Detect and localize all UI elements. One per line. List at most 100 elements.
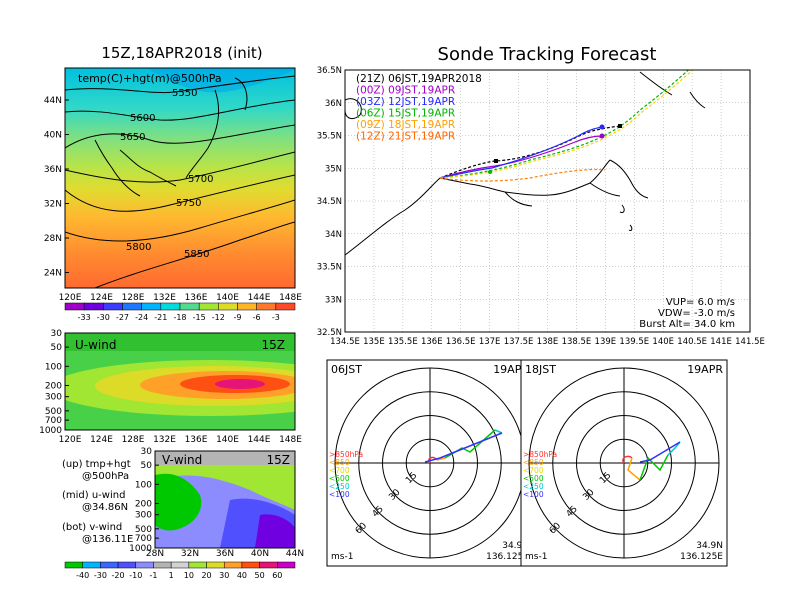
map-lon-tick-label: 132E <box>153 293 176 303</box>
panel-legend-line: @500hPa <box>82 471 129 482</box>
v-wind-pressure-tick-label: 50 <box>141 461 153 471</box>
map-lat-tick-label: 24N <box>44 269 62 279</box>
wind-colorbar-label: 10 <box>184 571 194 580</box>
temp-colorbar: -33 -30 -27 -24 -21 -18 -15 -12 -9 -6 -3 <box>64 302 296 322</box>
tracking-lon-tick-label: 138.5E <box>562 337 592 347</box>
tracking-legend-entry: (09Z) 18JST,19APR <box>356 119 455 131</box>
tracking-lat-tick-label: 34N <box>325 230 342 240</box>
panel-legend: (up) tmp+hgt@500hPa (mid) u-wind@34.86N (b… <box>62 459 133 545</box>
track-start <box>488 170 492 174</box>
v-wind-lat-tick-label: 44N <box>286 549 304 559</box>
hodograph-legend-entry: <250 <box>523 482 544 491</box>
wind-colorbar-label: -30 <box>94 571 107 580</box>
tracking-lat-tick-label: 33N <box>325 295 342 305</box>
u-wind-top-band <box>65 333 295 351</box>
map-lat-tick-label: 28N <box>44 234 62 244</box>
tracking-map: (21Z) 06JST,19APR2018(00Z) 09JST,19APR(0… <box>317 66 765 347</box>
tracking-lat-tick-label: 36N <box>325 99 342 109</box>
hodograph-date: 19APR <box>493 363 529 376</box>
wind-colorbar-swatch <box>82 561 101 569</box>
wind-colorbar-label: -20 <box>112 571 125 580</box>
tracking-legend-entry: (03Z) 12JST,19APR <box>356 96 455 108</box>
panel-legend-line: @34.86N <box>82 502 128 513</box>
hodograph-time: 06JST <box>331 363 362 376</box>
hodograph-lat: 34.9N <box>696 541 723 551</box>
hodograph-trace <box>639 441 681 463</box>
u-wind-pressure-tick-label: 500 <box>45 407 62 417</box>
temp-colorbar-swatch <box>275 302 296 311</box>
wind-colorbar-label: -40 <box>76 571 89 580</box>
wind-colorbar-label: 60 <box>272 571 282 580</box>
wind-colorbar-label: 20 <box>201 571 211 580</box>
cold-pool-area <box>150 68 295 93</box>
tracking-legend-entry: (06Z) 15JST,19APR <box>356 108 455 120</box>
hodograph-legend-entry: <250 <box>329 482 350 491</box>
hodograph-legend-entry: <500 <box>329 474 350 483</box>
tracking-lat-tick-label: 34.5N <box>317 197 342 207</box>
hodograph-unit: ms-1 <box>525 552 547 562</box>
temp-colorbar-label: -21 <box>154 313 167 322</box>
map-500hpa: temp(C)+hgt(m)@500hPa 5550 5600 5650 570… <box>44 67 303 303</box>
contour-5550 <box>65 75 295 94</box>
map-lat-tick-label: 32N <box>44 200 62 210</box>
temp-colorbar-label: -24 <box>135 313 148 322</box>
hodograph-trace <box>494 429 503 434</box>
contour-label-5550: 5550 <box>172 88 197 99</box>
v-wind-pressure-tick-label: 30 <box>141 447 153 457</box>
temp-colorbar-swatch <box>141 302 162 311</box>
param-vup: VUP= 6.0 m/s <box>666 297 735 308</box>
coastline <box>94 77 248 197</box>
u-wind-lon-tick-label: 124E <box>90 435 113 445</box>
wind-colorbar-swatch <box>64 561 83 569</box>
v-wind-pressure-tick-label: 500 <box>135 525 152 535</box>
u-wind-lon-tick-label: 140E <box>216 435 239 445</box>
v-wind-lat-tick-label: 32N <box>181 549 199 559</box>
map-lon-tick-label: 128E <box>122 293 145 303</box>
u-wind-lon-tick-label: 148E <box>279 435 302 445</box>
tracking-lon-tick-label: 140.5E <box>677 337 707 347</box>
u-wind-lon-tick-label: 132E <box>153 435 176 445</box>
tracking-lon-tick-label: 135.5E <box>388 337 418 347</box>
tracking-lon-tick-label: 138E <box>537 337 559 347</box>
contour-5600 <box>65 99 295 121</box>
u-wind-pressure-tick-label: 200 <box>45 381 62 391</box>
contour-label-5700: 5700 <box>188 174 213 185</box>
map-lon-ticks: 120E 124E 128E 132E 136E 140E 144E 148E <box>59 293 303 303</box>
map-lon-tick-label: 120E <box>59 293 82 303</box>
temp-colorbar-swatch <box>103 302 123 311</box>
v-wind-band-4 <box>255 514 295 548</box>
v-wind-pressure-tick-label: 700 <box>135 534 152 544</box>
map-lat-ticks: 44N 40N 36N 32N 28N 24N <box>44 96 69 279</box>
hodograph-legend-entry: <100 <box>523 490 544 499</box>
hodograph-trace <box>424 432 503 463</box>
tracking-lat-tick-label: 35.5N <box>317 132 342 142</box>
hodograph-unit: ms-1 <box>331 552 353 562</box>
u-wind-pressure-tick-label: 50 <box>51 343 63 353</box>
wind-colorbar-swatch <box>241 561 260 569</box>
temp-colorbar-label: -27 <box>116 313 129 322</box>
japan-coastline <box>345 71 706 256</box>
track-marker-21z <box>494 159 498 163</box>
u-wind-lon-ticks: 120E 124E 128E 132E 136E 140E 144E 148E <box>59 435 303 445</box>
track-12z <box>439 168 606 182</box>
u-wind-pressure-tick-label: 100 <box>45 362 62 372</box>
temp-colorbar-label: -3 <box>272 313 280 322</box>
temp-colorbar-swatch <box>179 302 200 311</box>
u-wind-label: U-wind <box>75 338 116 352</box>
hodograph-legend-entry: <100 <box>329 490 350 499</box>
tracking-lon-tick-label: 136.5E <box>446 337 476 347</box>
contour-label-5650: 5650 <box>120 132 145 143</box>
map-lon-tick-label: 144E <box>248 293 271 303</box>
hodograph-lon: 136.125E <box>680 552 723 562</box>
contour-5850 <box>94 221 295 288</box>
tracking-lon-ticks: 134.5E 135E 135.5E 136E 136.5E 137E 137.5E 138E… <box>330 337 765 347</box>
wind-colorbar-swatch <box>117 561 137 569</box>
temp-colorbar-swatch <box>237 302 257 311</box>
wind-colorbar-swatch <box>259 561 278 569</box>
contour-label-5850: 5850 <box>184 249 209 260</box>
hodograph-trace <box>436 457 446 461</box>
hodograph-trace <box>639 454 669 481</box>
temp-colorbar-label: -33 <box>78 313 91 322</box>
hodograph-lat: 34.9N <box>502 541 529 551</box>
